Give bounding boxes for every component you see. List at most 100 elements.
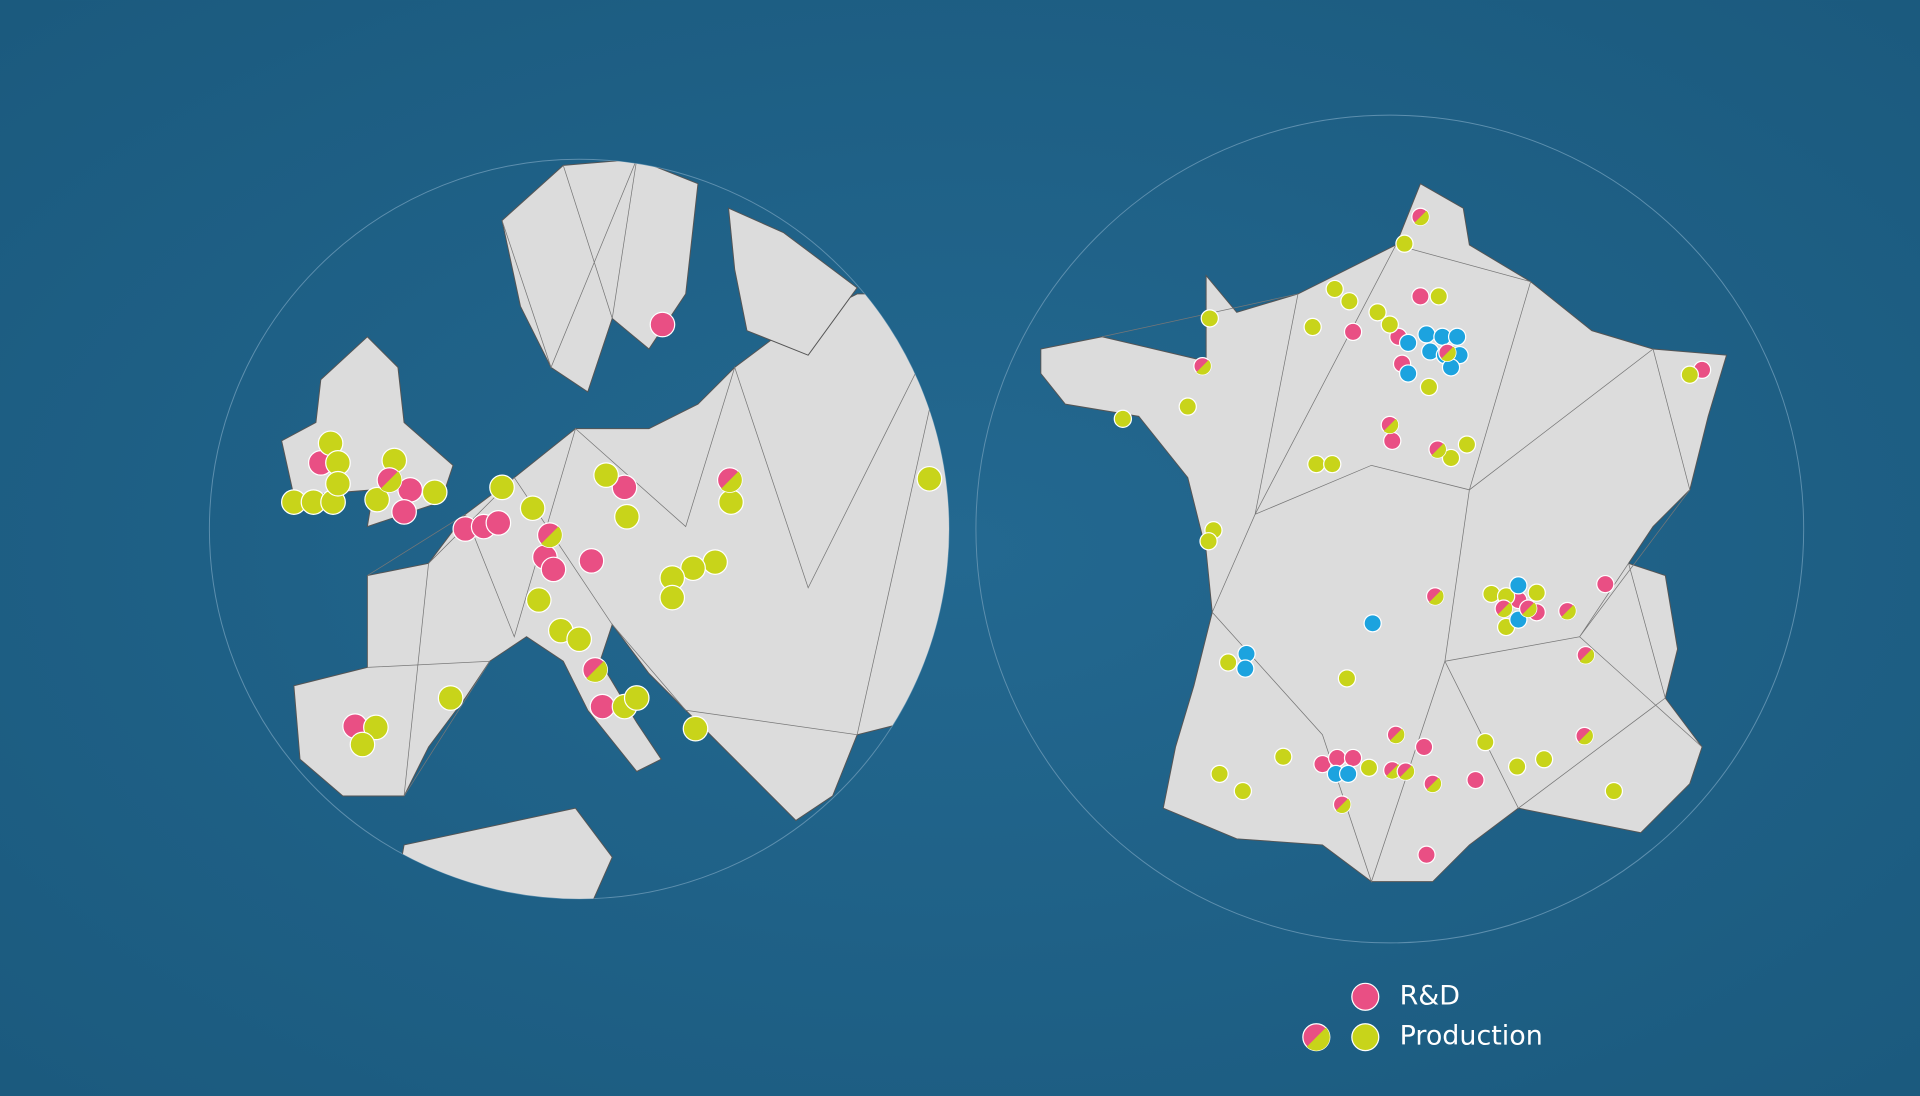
marker xyxy=(702,549,728,575)
marker xyxy=(1178,397,1197,416)
marker xyxy=(1325,279,1344,299)
marker-half xyxy=(721,471,742,493)
marker xyxy=(1457,435,1477,454)
marker-half xyxy=(1561,605,1576,620)
marker xyxy=(1411,287,1430,306)
marker xyxy=(623,685,650,711)
marker xyxy=(1527,583,1546,602)
marker xyxy=(593,462,619,489)
marker xyxy=(1476,732,1495,752)
marker xyxy=(1534,750,1554,769)
marker xyxy=(1680,365,1699,384)
marker-half xyxy=(1414,210,1429,226)
marker xyxy=(489,474,515,501)
marker xyxy=(1414,737,1434,757)
marker xyxy=(1419,377,1439,397)
marker xyxy=(718,489,744,515)
marker xyxy=(589,693,616,720)
marker xyxy=(525,587,552,613)
marker-half xyxy=(1578,729,1593,745)
marker xyxy=(680,555,706,582)
site-markers xyxy=(281,207,1712,864)
marker-half xyxy=(541,526,562,548)
marker xyxy=(1343,748,1363,768)
marker-half xyxy=(1497,602,1513,618)
marker-half xyxy=(1196,360,1211,375)
marker xyxy=(682,715,709,742)
marker xyxy=(363,714,389,741)
marker xyxy=(485,510,512,536)
marker xyxy=(421,479,448,506)
marker xyxy=(916,465,943,492)
marker xyxy=(1383,431,1402,451)
marker-half xyxy=(1383,418,1399,434)
marker xyxy=(1218,653,1238,672)
marker-half xyxy=(1386,764,1401,779)
legend-mixed-half xyxy=(1306,1027,1330,1051)
marker xyxy=(611,474,638,501)
legend-label: R&D xyxy=(1400,980,1460,1011)
marker xyxy=(1210,764,1229,784)
france-map xyxy=(1040,183,1728,883)
marker xyxy=(1274,747,1293,766)
marker xyxy=(1199,532,1218,551)
france xyxy=(1040,183,1728,883)
marker-half xyxy=(1426,777,1442,793)
marker xyxy=(1337,669,1357,688)
marker xyxy=(1395,234,1414,253)
marker xyxy=(1359,758,1379,777)
marker xyxy=(578,548,605,574)
marker-half xyxy=(1399,765,1415,780)
marker xyxy=(1323,454,1342,474)
marker xyxy=(1509,576,1528,595)
marker xyxy=(659,584,686,611)
marker xyxy=(1507,757,1527,776)
marker xyxy=(614,503,640,530)
marker xyxy=(519,495,546,522)
marker xyxy=(364,486,390,513)
facets xyxy=(1101,244,1703,883)
marker xyxy=(325,470,351,497)
marker-half xyxy=(1522,602,1537,618)
marker xyxy=(1398,364,1418,383)
marker xyxy=(1327,748,1347,768)
marker-half xyxy=(1441,346,1456,362)
marker xyxy=(1441,448,1461,468)
marker xyxy=(1398,333,1418,353)
finland xyxy=(728,207,858,356)
marker xyxy=(1368,303,1387,322)
marker xyxy=(1200,309,1219,328)
legend-label: Production xyxy=(1400,1021,1543,1052)
marker xyxy=(540,556,567,583)
marker-half xyxy=(1431,443,1447,458)
france-frame xyxy=(975,114,1805,944)
marker xyxy=(1380,315,1399,334)
marker xyxy=(1338,764,1358,784)
legend: R&D Production xyxy=(1302,980,1543,1052)
marker xyxy=(1233,781,1253,801)
marker-half xyxy=(1429,590,1444,605)
marker xyxy=(349,731,376,758)
marker xyxy=(649,311,676,338)
scandinavia xyxy=(501,159,699,393)
legend-rd-marker xyxy=(1351,982,1380,1011)
marker xyxy=(1343,322,1363,342)
marker xyxy=(1340,292,1359,311)
marker xyxy=(1303,317,1322,337)
marker xyxy=(1466,770,1485,790)
marker xyxy=(1363,614,1382,633)
marker xyxy=(1236,659,1255,678)
marker-half xyxy=(1579,649,1595,664)
marker xyxy=(1447,327,1467,346)
legend-production-marker xyxy=(1351,1023,1380,1052)
facets xyxy=(501,159,638,369)
marker xyxy=(566,626,593,653)
marker xyxy=(1113,409,1133,429)
marker xyxy=(1307,454,1326,474)
marker xyxy=(391,499,417,525)
marker xyxy=(1596,574,1615,594)
marker-half xyxy=(1389,728,1405,744)
marker-half xyxy=(586,661,608,682)
